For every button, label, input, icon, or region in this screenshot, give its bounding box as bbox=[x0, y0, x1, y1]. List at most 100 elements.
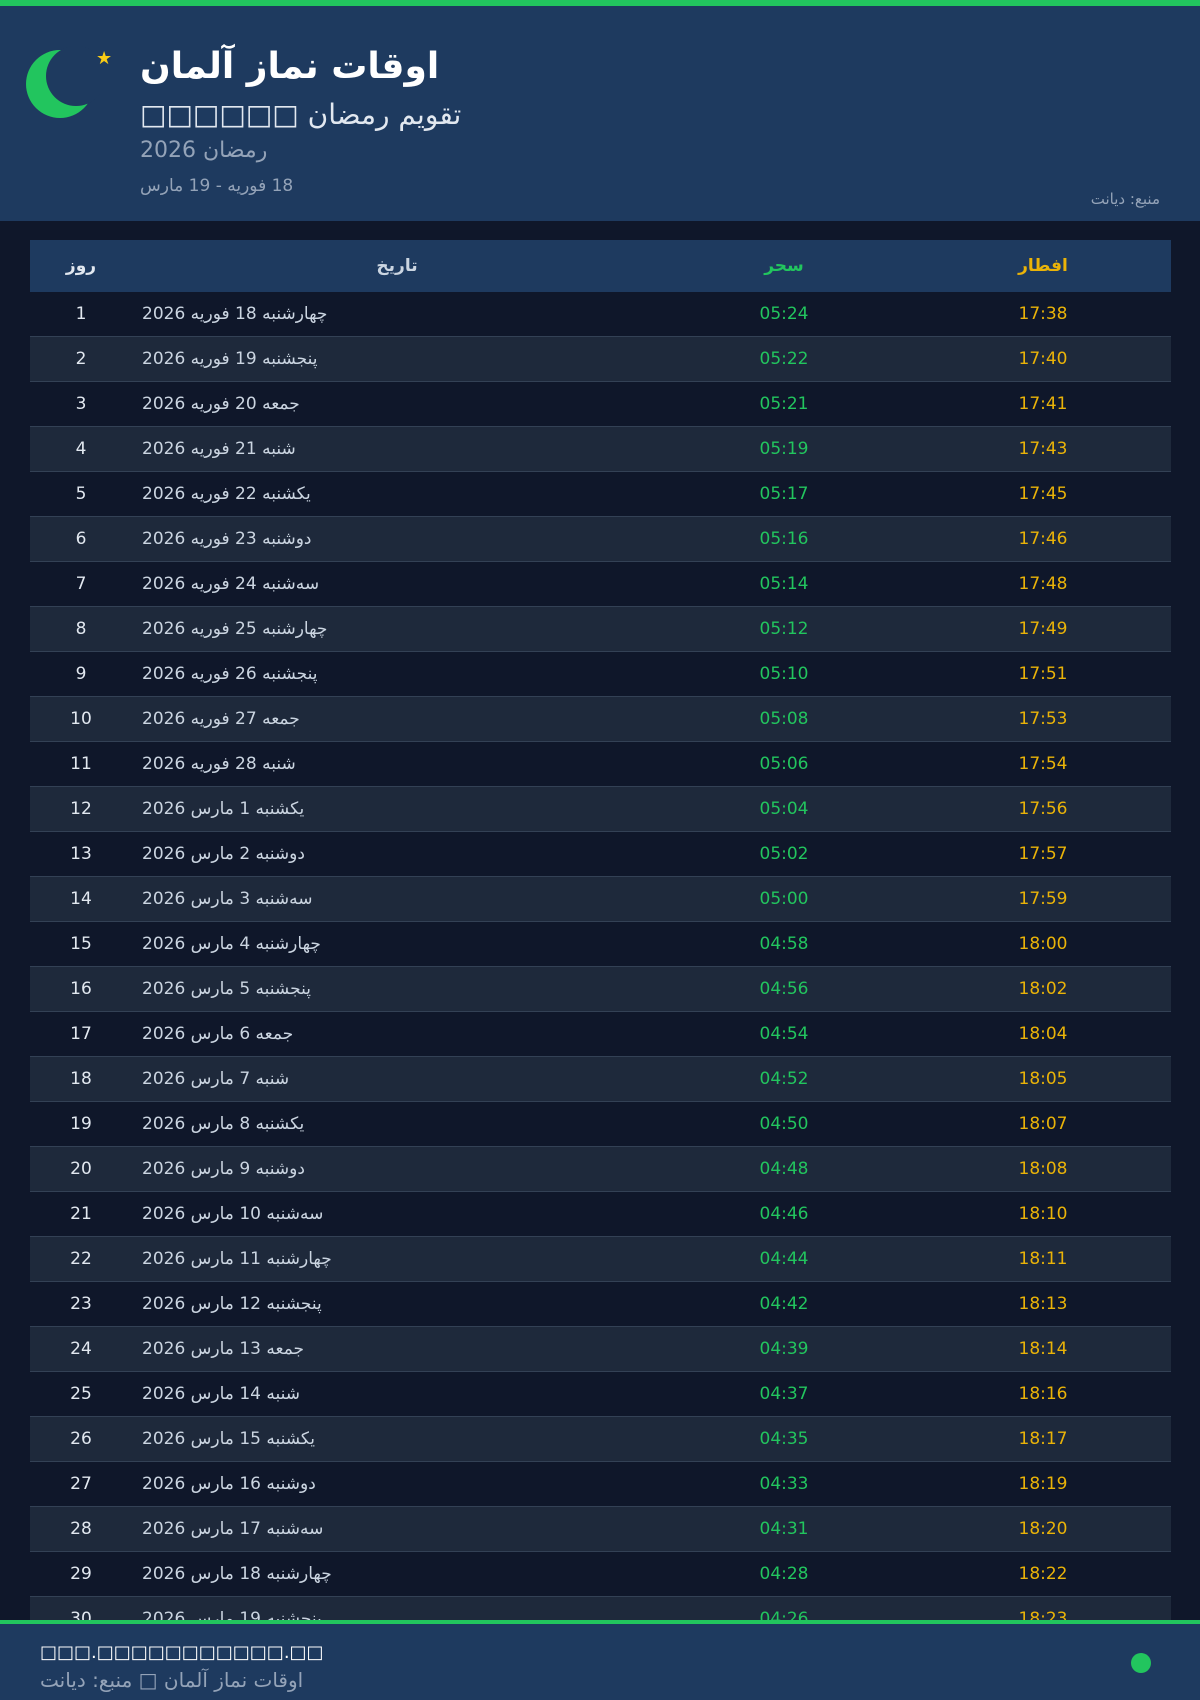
source-label: منبع: دیانت bbox=[1090, 190, 1160, 208]
sahar-time-cell-text: 04:54 bbox=[759, 1024, 809, 1044]
sahar-time-cell: 05:14 bbox=[653, 561, 915, 607]
day-cell: 18 bbox=[30, 1056, 132, 1102]
date-cell-text: جمعه 6 مارس 2026 bbox=[142, 1024, 294, 1044]
table-row: 24 جمعه 13 مارس 2026 04:39 18:14 bbox=[30, 1326, 1171, 1372]
date-cell-text: شنبه 14 مارس 2026 bbox=[142, 1384, 300, 1404]
date-cell-text: پنجشنبه 5 مارس 2026 bbox=[142, 979, 311, 999]
sahar-time-cell: 04:58 bbox=[653, 921, 915, 967]
iftar-time-cell: 17:51 bbox=[915, 651, 1171, 697]
day-cell: 14 bbox=[30, 876, 132, 922]
date-cell-text: دوشنبه 9 مارس 2026 bbox=[142, 1159, 305, 1179]
iftar-time-cell: 17:41 bbox=[915, 381, 1171, 427]
table-row: 28 سه‌شنبه 17 مارس 2026 04:31 18:20 bbox=[30, 1506, 1171, 1552]
table-row: 15 چهارشنبه 4 مارس 2026 04:58 18:00 bbox=[30, 921, 1171, 967]
day-cell-text: 29 bbox=[70, 1564, 92, 1584]
iftar-time-cell-text: 18:08 bbox=[1018, 1159, 1068, 1179]
day-cell: 27 bbox=[30, 1461, 132, 1507]
table-row: 22 چهارشنبه 11 مارس 2026 04:44 18:11 bbox=[30, 1236, 1171, 1282]
sahar-time-cell: 04:42 bbox=[653, 1281, 915, 1327]
date-cell-text: سه‌شنبه 10 مارس 2026 bbox=[142, 1204, 324, 1224]
date-cell-text: یکشنبه 1 مارس 2026 bbox=[142, 799, 305, 819]
sahar-time-cell: 04:52 bbox=[653, 1056, 915, 1102]
date-cell-text: پنجشنبه 19 فوریه 2026 bbox=[142, 349, 318, 369]
day-cell: 8 bbox=[30, 606, 132, 652]
sahar-time-cell: 05:24 bbox=[653, 292, 915, 337]
date-cell: سه‌شنبه 10 مارس 2026 bbox=[132, 1191, 653, 1237]
iftar-time-cell-text: 18:11 bbox=[1018, 1249, 1068, 1269]
day-cell: 11 bbox=[30, 741, 132, 787]
iftar-time-cell-text: 17:38 bbox=[1018, 304, 1068, 324]
date-cell: جمعه 6 مارس 2026 bbox=[132, 1011, 653, 1057]
iftar-time-cell: 18:10 bbox=[915, 1191, 1171, 1237]
sahar-time-cell: 04:46 bbox=[653, 1191, 915, 1237]
sahar-time-cell-text: 04:44 bbox=[759, 1249, 809, 1269]
day-cell-text: 4 bbox=[75, 439, 87, 459]
sahar-time-cell: 04:44 bbox=[653, 1236, 915, 1282]
date-cell: پنجشنبه 19 فوریه 2026 bbox=[132, 336, 653, 382]
iftar-time-cell-text: 18:20 bbox=[1018, 1519, 1068, 1539]
sahar-time-cell-text: 05:14 bbox=[759, 574, 809, 594]
sahar-time-cell: 05:08 bbox=[653, 696, 915, 742]
date-cell-text: جمعه 13 مارس 2026 bbox=[142, 1339, 305, 1359]
date-cell: یکشنبه 1 مارس 2026 bbox=[132, 786, 653, 832]
date-cell: دوشنبه 16 مارس 2026 bbox=[132, 1461, 653, 1507]
sahar-time-cell: 04:35 bbox=[653, 1416, 915, 1462]
date-cell-text: شنبه 7 مارس 2026 bbox=[142, 1069, 290, 1089]
sahar-time-cell-text: 05:16 bbox=[759, 529, 809, 549]
sahar-time-cell-text: 04:48 bbox=[759, 1159, 809, 1179]
date-cell: جمعه 13 مارس 2026 bbox=[132, 1326, 653, 1372]
date-range: 18 فوریه - 19 مارس bbox=[140, 176, 294, 196]
date-cell: سه‌شنبه 17 مارس 2026 bbox=[132, 1506, 653, 1552]
table-row: 6 دوشنبه 23 فوریه 2026 05:16 17:46 bbox=[30, 516, 1171, 562]
date-cell-text: چهارشنبه 4 مارس 2026 bbox=[142, 934, 321, 954]
table-row: 16 پنجشنبه 5 مارس 2026 04:56 18:02 bbox=[30, 966, 1171, 1012]
day-cell: 20 bbox=[30, 1146, 132, 1192]
sahar-time-cell-text: 05:22 bbox=[759, 349, 809, 369]
iftar-time-cell: 17:45 bbox=[915, 471, 1171, 517]
status-dot-icon bbox=[1131, 1653, 1151, 1673]
sahar-time-cell: 05:06 bbox=[653, 741, 915, 787]
day-cell: 6 bbox=[30, 516, 132, 562]
date-cell: چهارشنبه 25 فوریه 2026 bbox=[132, 606, 653, 652]
date-cell: چهارشنبه 4 مارس 2026 bbox=[132, 921, 653, 967]
crescent-moon-icon bbox=[26, 46, 100, 118]
ramadan-year: رمضان 2026 bbox=[140, 138, 268, 163]
date-cell-text: دوشنبه 16 مارس 2026 bbox=[142, 1474, 316, 1494]
footer-url[interactable]: □□□.□□□□□□□□□□□.□□ bbox=[40, 1642, 324, 1663]
date-cell-text: سه‌شنبه 17 مارس 2026 bbox=[142, 1519, 324, 1539]
sahar-time-cell-text: 05:17 bbox=[759, 484, 809, 504]
date-cell-text: شنبه 28 فوریه 2026 bbox=[142, 754, 296, 774]
table-row: 13 دوشنبه 2 مارس 2026 05:02 17:57 bbox=[30, 831, 1171, 877]
sahar-time-cell-text: 04:50 bbox=[759, 1114, 809, 1134]
date-cell: پنجشنبه 26 فوریه 2026 bbox=[132, 651, 653, 697]
iftar-time-cell: 18:17 bbox=[915, 1416, 1171, 1462]
date-cell: دوشنبه 2 مارس 2026 bbox=[132, 831, 653, 877]
day-cell-text: 9 bbox=[75, 664, 87, 684]
date-cell: چهارشنبه 18 فوریه 2026 bbox=[132, 292, 653, 337]
sahar-time-cell: 05:04 bbox=[653, 786, 915, 832]
date-cell: شنبه 14 مارس 2026 bbox=[132, 1371, 653, 1417]
date-cell: یکشنبه 22 فوریه 2026 bbox=[132, 471, 653, 517]
date-cell-text: جمعه 27 فوریه 2026 bbox=[142, 709, 300, 729]
page-title: اوقات نماز آلمان bbox=[140, 46, 440, 87]
date-cell: سه‌شنبه 24 فوریه 2026 bbox=[132, 561, 653, 607]
iftar-time-cell: 18:20 bbox=[915, 1506, 1171, 1552]
iftar-time-cell-text: 17:53 bbox=[1018, 709, 1068, 729]
sahar-time-cell: 04:37 bbox=[653, 1371, 915, 1417]
day-cell-text: 8 bbox=[75, 619, 87, 639]
table-row: 9 پنجشنبه 26 فوریه 2026 05:10 17:51 bbox=[30, 651, 1171, 697]
table-row: 26 یکشنبه 15 مارس 2026 04:35 18:17 bbox=[30, 1416, 1171, 1462]
iftar-time-cell-text: 17:45 bbox=[1018, 484, 1068, 504]
table-row: 14 سه‌شنبه 3 مارس 2026 05:00 17:59 bbox=[30, 876, 1171, 922]
sahar-time-cell-text: 04:42 bbox=[759, 1294, 809, 1314]
iftar-time-cell-text: 17:46 bbox=[1018, 529, 1068, 549]
day-cell: 22 bbox=[30, 1236, 132, 1282]
table-row: 4 شنبه 21 فوریه 2026 05:19 17:43 bbox=[30, 426, 1171, 472]
date-cell-text: دوشنبه 23 فوریه 2026 bbox=[142, 529, 312, 549]
day-cell: 15 bbox=[30, 921, 132, 967]
table-row: 7 سه‌شنبه 24 فوریه 2026 05:14 17:48 bbox=[30, 561, 1171, 607]
date-cell: یکشنبه 15 مارس 2026 bbox=[132, 1416, 653, 1462]
iftar-time-cell-text: 18:22 bbox=[1018, 1564, 1068, 1584]
column-header-date: تاریخ bbox=[132, 240, 653, 292]
column-header-sahar: سحر bbox=[653, 240, 915, 292]
